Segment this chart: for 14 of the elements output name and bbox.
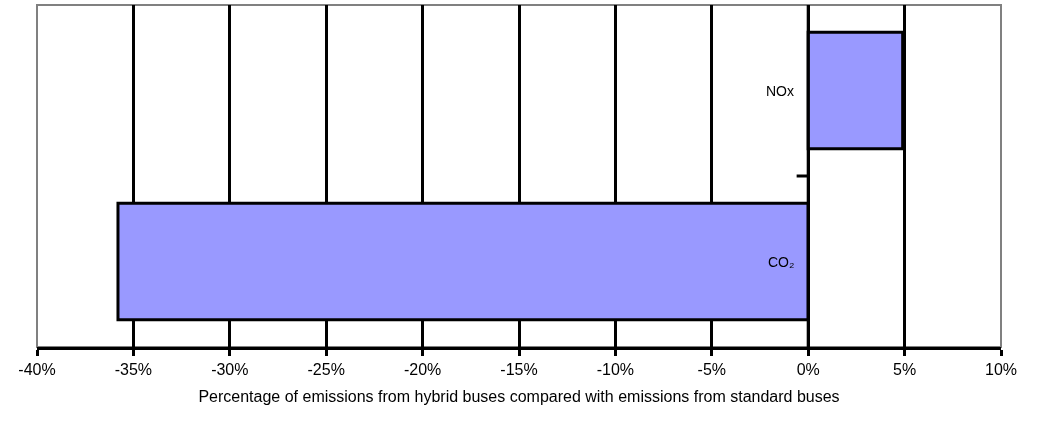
x-tick-label: -30% (211, 361, 249, 379)
x-tick-label: 10% (984, 361, 1018, 379)
x-tick-label: 5% (893, 361, 917, 379)
x-tick-label: -10% (596, 361, 635, 379)
x-tick-label: -15% (500, 361, 538, 379)
y-tick-label: NOx (766, 83, 794, 99)
x-tick-label: 0% (796, 361, 820, 379)
x-axis-title: Percentage of emissions from hybrid buses compared with emissions from standard buses (198, 387, 840, 405)
x-tick-label: -35% (114, 361, 153, 379)
x-tick-label: -20% (403, 361, 442, 379)
x-tick-label: -40% (18, 361, 56, 379)
x-tick-label: -25% (307, 361, 345, 379)
x-tick-label: -5% (697, 361, 727, 379)
y-tick-label: CO₂ (768, 254, 795, 270)
